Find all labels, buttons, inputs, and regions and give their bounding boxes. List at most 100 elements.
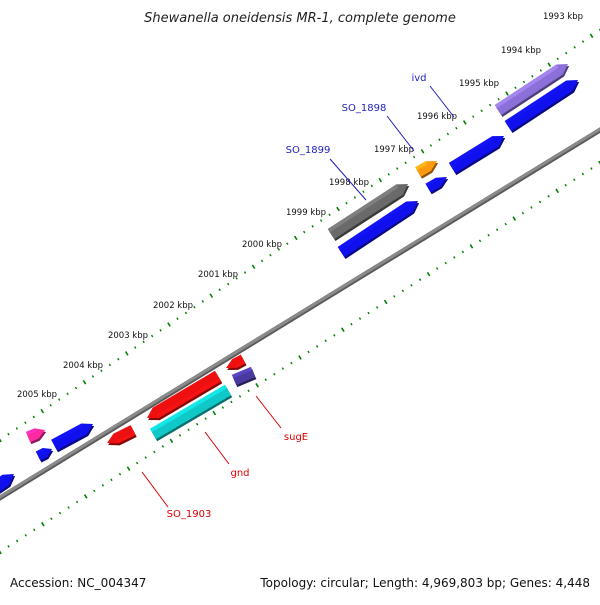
- minor-tick: [161, 445, 165, 448]
- gene-pink-2005kbp[interactable]: [25, 428, 47, 445]
- major-tick: [589, 33, 594, 39]
- tick-label: 1999 kbp: [286, 208, 326, 218]
- tick-label: 1993 kbp: [543, 12, 583, 22]
- minor-tick: [438, 138, 441, 142]
- tick-label: 2003 kbp: [108, 331, 148, 341]
- major-tick: [255, 382, 259, 388]
- minor-tick: [58, 511, 62, 515]
- minor-tick: [412, 155, 416, 159]
- gene-blue-edge[interactable]: [0, 474, 16, 495]
- minor-tick: [565, 51, 568, 55]
- gene-so1903-red[interactable]: [107, 425, 137, 446]
- minor-tick: [444, 261, 447, 265]
- gene-body: [147, 370, 222, 419]
- minor-tick: [504, 222, 507, 226]
- tick-ruler-inner: [0, 160, 600, 555]
- major-tick: [383, 299, 388, 305]
- major-tick: [341, 327, 345, 333]
- gene-label-layer: ivd SO_1898 SO_1899 sugE gnd SO_1903: [141, 73, 455, 520]
- leader-line: [141, 471, 169, 508]
- minor-tick: [362, 190, 365, 193]
- minor-tick: [345, 201, 348, 205]
- minor-tick: [307, 350, 310, 354]
- gene-ivd-blue[interactable]: [504, 80, 580, 133]
- minor-tick: [100, 369, 103, 373]
- gene-blue-1996kbp[interactable]: [448, 136, 506, 176]
- minor-tick: [74, 386, 78, 390]
- gene-body: [337, 201, 418, 257]
- minor-tick: [187, 428, 190, 432]
- minor-tick: [243, 271, 247, 274]
- label-so1898[interactable]: SO_1898: [342, 103, 415, 152]
- minor-tick: [333, 333, 336, 337]
- gene-highlight: [448, 136, 495, 167]
- minor-tick: [201, 300, 204, 303]
- minor-tick: [303, 230, 306, 234]
- minor-tick: [153, 450, 156, 454]
- gene-highlight: [156, 377, 222, 419]
- major-tick: [209, 293, 214, 298]
- gene-highlight: [116, 431, 136, 444]
- label-gnd[interactable]: gnd: [204, 431, 250, 479]
- leader-line: [329, 158, 367, 201]
- minor-tick: [319, 219, 323, 222]
- gene-blue-2005kbp[interactable]: [51, 423, 95, 453]
- major-tick: [0, 550, 2, 555]
- major-tick: [212, 410, 217, 416]
- major-tick: [293, 235, 298, 241]
- gene-blue-1998kbp[interactable]: [337, 201, 420, 259]
- tick-ruler: 1993 kbp 1994 kbp 1995 kbp 1996 kbp 1997 kbp…: [0, 12, 600, 555]
- major-tick: [0, 438, 2, 443]
- leader-line: [204, 431, 230, 465]
- tick-label: 1995 kbp: [459, 79, 499, 89]
- label-so1903[interactable]: SO_1903: [141, 471, 212, 520]
- gene-sugE-navy[interactable]: [231, 366, 257, 388]
- minor-tick: [530, 206, 533, 209]
- minor-tick: [247, 389, 250, 393]
- minor-tick: [110, 478, 113, 482]
- minor-tick: [358, 317, 362, 320]
- gene-red-small[interactable]: [226, 354, 247, 370]
- gene-blue-small-1997kbp[interactable]: [425, 177, 449, 195]
- gene-blue-small-2005kbp[interactable]: [35, 448, 54, 463]
- minor-tick: [396, 167, 399, 170]
- major-tick: [169, 438, 174, 444]
- minor-tick: [281, 367, 285, 370]
- leader-line: [386, 115, 415, 152]
- gene-body: [327, 184, 408, 239]
- gene-label-text: SO_1903: [167, 509, 212, 520]
- minor-tick: [238, 395, 242, 398]
- minor-tick: [32, 415, 35, 419]
- gene-so1899-gray[interactable]: [327, 184, 410, 241]
- label-ivd[interactable]: ivd: [411, 73, 455, 118]
- minor-tick: [538, 200, 542, 204]
- major-tick: [426, 271, 431, 277]
- minor-tick: [93, 489, 96, 493]
- minor-tick: [311, 225, 314, 228]
- gene-red-2003kbp[interactable]: [147, 370, 223, 421]
- minor-tick: [410, 283, 413, 287]
- minor-tick: [573, 46, 576, 49]
- label-sugE[interactable]: sugE: [255, 395, 308, 443]
- major-tick: [462, 120, 467, 125]
- gene-purple-1994kbp[interactable]: [494, 64, 570, 117]
- tick-label: 2000 kbp: [242, 240, 282, 250]
- genome-axis: [0, 127, 600, 501]
- gene-gnd-cyan[interactable]: [150, 384, 233, 442]
- minor-tick: [324, 339, 327, 343]
- minor-tick: [15, 539, 19, 543]
- major-tick: [82, 379, 87, 385]
- minor-tick: [7, 432, 10, 436]
- label-so1899[interactable]: SO_1899: [286, 145, 367, 201]
- major-tick: [505, 91, 509, 96]
- gene-so1898-orange[interactable]: [415, 161, 439, 179]
- minor-tick: [142, 340, 145, 344]
- gene-body: [448, 136, 504, 174]
- feature-track: [0, 64, 580, 495]
- minor-tick: [590, 167, 593, 170]
- minor-tick: [353, 196, 357, 199]
- minor-tick: [273, 372, 276, 376]
- major-tick: [83, 494, 88, 499]
- gene-highlight: [337, 201, 409, 251]
